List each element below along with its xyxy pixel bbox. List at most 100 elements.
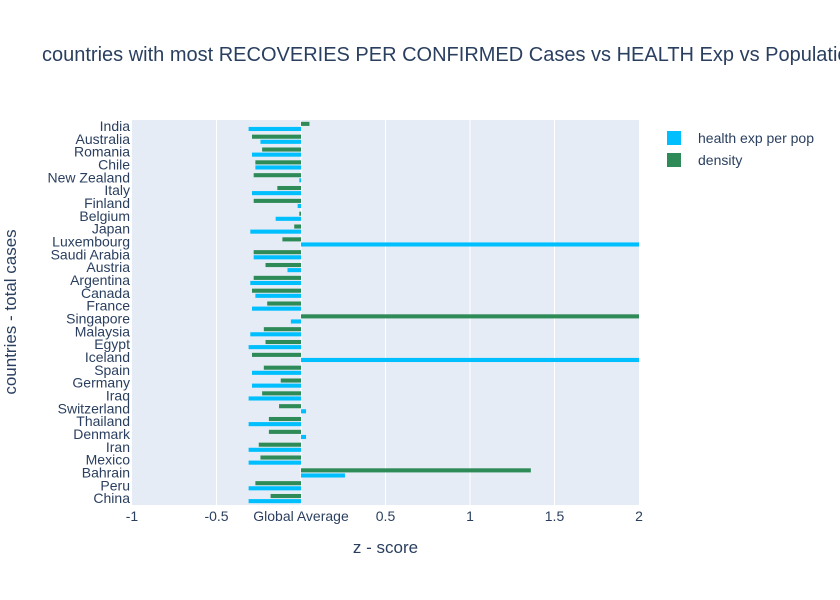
bar-density[interactable]	[262, 147, 301, 152]
bar-health-exp[interactable]	[301, 357, 639, 363]
y-tick-label: New Zealand	[48, 169, 131, 185]
bar-health-exp[interactable]	[250, 332, 301, 337]
bars[interactable]	[248, 121, 639, 504]
bar-health-exp[interactable]	[248, 422, 301, 427]
bar-density[interactable]	[268, 416, 301, 422]
y-tick-label: Belgium	[79, 208, 130, 224]
bar-density[interactable]	[267, 301, 301, 306]
bar-health-exp[interactable]	[255, 293, 301, 298]
bar-density[interactable]	[279, 404, 301, 409]
y-tick-label: Japan	[92, 221, 130, 237]
bar-health-exp[interactable]	[251, 306, 301, 311]
bar-density[interactable]	[255, 160, 301, 165]
bar-health-exp[interactable]	[248, 460, 301, 465]
bar-health-exp[interactable]	[297, 203, 301, 209]
y-tick-label: Chile	[98, 156, 130, 172]
y-tick-label: Iran	[106, 439, 130, 455]
y-tick-label: Bahrain	[82, 464, 130, 480]
bar-density[interactable]	[251, 352, 301, 357]
legend-swatch[interactable]	[667, 153, 681, 167]
y-tick-label: Iraq	[106, 387, 130, 403]
y-tick-label: Egypt	[94, 336, 130, 352]
x-tick-label: 0.5	[376, 508, 396, 524]
y-tick-label: Canada	[81, 285, 130, 301]
bar-health-exp[interactable]	[248, 126, 301, 132]
x-tick-label: 1	[466, 508, 474, 524]
y-tick-label: Finland	[84, 195, 130, 211]
bar-density[interactable]	[253, 250, 301, 255]
bar-density[interactable]	[262, 391, 301, 396]
bar-health-exp[interactable]	[253, 255, 301, 260]
bar-density[interactable]	[282, 237, 301, 242]
bar-health-exp[interactable]	[251, 191, 301, 196]
y-tick-label: Australia	[76, 131, 131, 147]
bar-density[interactable]	[270, 493, 301, 499]
bar-health-exp[interactable]	[248, 486, 301, 491]
bar-density[interactable]	[251, 288, 301, 293]
bar-density[interactable]	[253, 173, 301, 178]
y-tick-label: Malaysia	[75, 323, 130, 339]
bar-health-exp[interactable]	[299, 178, 301, 183]
bar-health-exp[interactable]	[250, 280, 301, 286]
bar-density[interactable]	[258, 442, 301, 447]
bar-health-exp[interactable]	[250, 229, 301, 234]
x-tick-label: 2	[635, 508, 643, 524]
legend-swatch[interactable]	[667, 131, 681, 145]
legend[interactable]: health exp per pop density	[667, 130, 814, 168]
bar-density[interactable]	[253, 198, 301, 203]
x-axis-title: z - score	[353, 538, 418, 557]
bar-density[interactable]	[277, 185, 301, 191]
bar-density[interactable]	[301, 468, 531, 473]
bar-health-exp[interactable]	[248, 499, 301, 504]
bar-health-exp[interactable]	[301, 434, 307, 440]
bar-health-exp[interactable]	[260, 139, 301, 144]
bar-density[interactable]	[260, 455, 301, 460]
bar-health-exp[interactable]	[248, 396, 301, 401]
bar-density[interactable]	[251, 134, 301, 139]
y-tick-label: Thailand	[76, 413, 130, 429]
bar-density[interactable]	[263, 327, 301, 332]
grid-lines	[216, 120, 555, 505]
bar-density[interactable]	[280, 378, 301, 383]
y-tick-label: Spain	[94, 362, 130, 378]
x-tick-label: 1.5	[545, 508, 565, 524]
bar-density[interactable]	[263, 365, 301, 370]
x-tick-labels: -1 -0.5 Global Average 0.5 1 1.5 2	[126, 508, 643, 524]
bar-health-exp[interactable]	[251, 383, 301, 388]
bar-health-exp[interactable]	[251, 152, 301, 157]
y-tick-label: Saudi Arabia	[51, 246, 131, 262]
y-tick-label: France	[86, 298, 130, 314]
legend-label[interactable]: health exp per pop	[698, 130, 814, 146]
y-tick-label: Italy	[104, 182, 130, 198]
bar-health-exp[interactable]	[248, 447, 301, 452]
bar-density[interactable]	[299, 211, 301, 216]
bar-health-exp[interactable]	[301, 473, 345, 478]
bar-health-exp[interactable]	[275, 216, 301, 221]
chart-title: countries with most RECOVERIES PER CONFI…	[42, 44, 840, 66]
y-tick-label: India	[100, 118, 131, 134]
x-tick-label: -0.5	[204, 508, 228, 524]
bar-health-exp[interactable]	[251, 370, 301, 375]
bar-density[interactable]	[253, 275, 301, 280]
bar-health-exp[interactable]	[301, 242, 639, 247]
bar-density[interactable]	[301, 314, 639, 319]
y-tick-label: Germany	[72, 375, 130, 391]
y-tick-label: Iceland	[85, 349, 130, 365]
bar-density[interactable]	[301, 121, 310, 126]
y-tick-label: Peru	[100, 477, 130, 493]
bar-health-exp[interactable]	[255, 165, 301, 170]
bar-health-exp[interactable]	[301, 409, 307, 414]
bar-density[interactable]	[268, 429, 301, 434]
bar-density[interactable]	[265, 339, 301, 345]
bar-density[interactable]	[294, 224, 301, 229]
y-tick-label: Denmark	[73, 426, 131, 442]
bar-health-exp[interactable]	[287, 268, 301, 273]
bar-health-exp[interactable]	[290, 319, 301, 324]
legend-label[interactable]: density	[698, 152, 742, 168]
bar-health-exp[interactable]	[248, 345, 301, 350]
bar-density[interactable]	[255, 481, 301, 486]
bar-density[interactable]	[265, 262, 301, 268]
x-tick-label: Global Average	[253, 508, 349, 524]
y-tick-label: Singapore	[66, 310, 130, 326]
